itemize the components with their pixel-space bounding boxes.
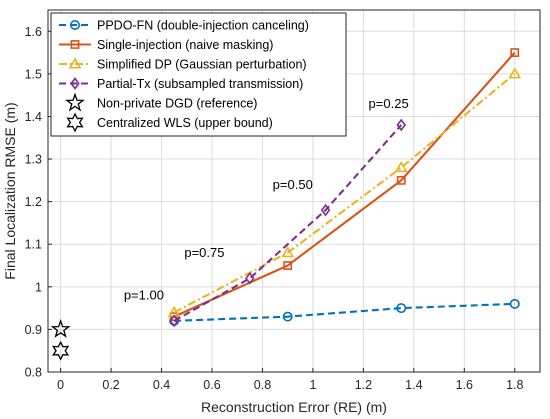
legend-marker [66, 112, 84, 133]
data-point [283, 261, 293, 270]
series-0 [169, 298, 520, 326]
y-tick-label: 1.2 [25, 195, 42, 209]
x-tick-label: 0.8 [254, 378, 271, 392]
series-line [174, 302, 515, 322]
data-point [281, 246, 295, 258]
data-point [396, 175, 406, 185]
data-point [396, 303, 407, 314]
y-tick-label: 1.1 [25, 238, 42, 252]
annotation-label: p=1.00 [124, 288, 164, 303]
x-tick-label: 1.4 [405, 378, 422, 392]
y-tick-label: 0.9 [25, 323, 42, 337]
series-2 [167, 67, 522, 317]
plot-frame [47, 9, 541, 373]
series-layer [50, 48, 522, 361]
legend-marker [65, 92, 85, 112]
data-point [509, 298, 520, 309]
series-4 [50, 318, 71, 338]
data-point [52, 340, 70, 361]
data-point [394, 160, 408, 173]
data-point [245, 271, 255, 285]
y-tick-label: 1.5 [25, 67, 42, 81]
y-axis-label: Final Localization RMSE (m) [2, 102, 18, 279]
legend-marker [70, 40, 80, 49]
x-tick-label: 1.2 [355, 378, 372, 392]
data-point [510, 48, 520, 57]
x-tick-label: 1.8 [506, 378, 523, 392]
tick-layer: 0 0.2 0.4 0.6 0.8 1 1.2 1.4 1.6 1.8 0.8 0.9 1 1.1 1.2 1… [25, 25, 524, 392]
y-tick-label: 1 [35, 280, 42, 294]
legend-label: Partial-Tx (subsampled transmission) [97, 77, 303, 91]
series-line [173, 124, 403, 322]
legend-label: Single-injection (naive masking) [97, 38, 273, 52]
x-tick-label: 0.2 [102, 378, 119, 392]
series-line [173, 73, 516, 314]
data-point [169, 314, 179, 328]
y-tick-label: 1.3 [25, 153, 42, 167]
x-axis-label: Reconstruction Error (RE) (m) [201, 399, 387, 415]
y-tick-label: 1.4 [25, 110, 42, 124]
legend-marker [70, 77, 80, 90]
y-tick-label: 0.8 [25, 366, 42, 380]
legend-label: Simplified DP (Gaussian perturbation) [97, 58, 307, 72]
legend-label: Centralized WLS (upper bound) [97, 116, 273, 130]
x-tick-label: 1.6 [456, 378, 473, 392]
data-point [320, 203, 331, 217]
x-tick-label: 0.4 [153, 378, 170, 392]
legend-marker [68, 57, 82, 69]
series-5 [52, 340, 70, 361]
x-tick-label: 1 [309, 378, 316, 392]
annotation-label: p=0.50 [273, 177, 313, 192]
x-tick-label: 0.6 [203, 378, 220, 392]
legend-item: Simplified DP (Gaussian perturbation) [59, 57, 307, 72]
x-tick-label: 0 [57, 378, 64, 392]
legend-item: Single-injection (naive masking) [59, 38, 273, 52]
annotation-label: p=0.75 [184, 245, 224, 260]
legend-box [50, 12, 347, 137]
data-point [396, 118, 406, 132]
annotation-layer: p=0.25 p=0.50 p=0.75 p=1.00 [124, 96, 409, 303]
legend-item: Non-private DGD (reference) [65, 92, 257, 112]
legend: PPDO-FN (double-injection canceling) Sing… [50, 12, 347, 137]
legend-item: Partial-Tx (subsampled transmission) [59, 77, 303, 91]
series-line [173, 51, 516, 318]
legend-item: Centralized WLS (upper bound) [66, 112, 273, 133]
legend-item: PPDO-FN (double-injection canceling) [59, 19, 309, 33]
annotation-label: p=0.25 [369, 96, 409, 111]
legend-label: PPDO-FN (double-injection canceling) [97, 19, 309, 33]
legend-marker [70, 19, 81, 30]
y-tick-label: 1.6 [25, 25, 42, 39]
legend-label: Non-private DGD (reference) [97, 97, 257, 111]
series-3 [169, 118, 406, 328]
data-point [50, 318, 71, 338]
data-point [282, 311, 293, 322]
data-point [508, 67, 522, 79]
